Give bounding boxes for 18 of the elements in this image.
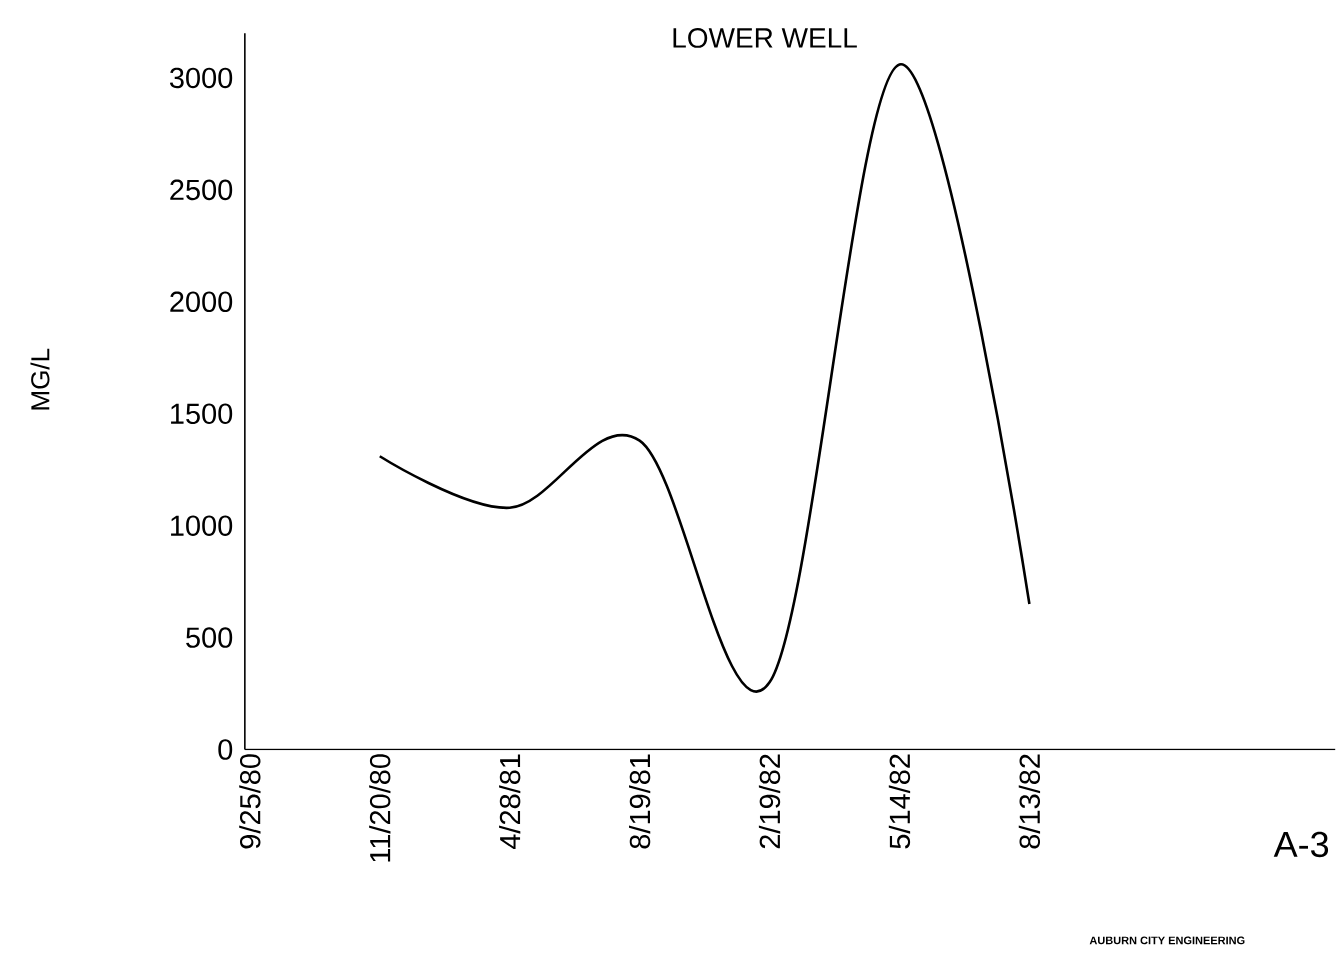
text: A-3 [1273,831,1329,857]
x-tick-label: 8/19/81 [628,754,651,849]
y-tick-label: 1000 [171,515,233,536]
chart-title: LOWER WELL [673,27,857,48]
x-tick-label: 11/20/80 [369,754,391,862]
x-tick-label: 4/28/81 [499,754,521,849]
x-tick-label: 9/25/80 [239,754,261,849]
x-tick-label: 8/13/82 [1018,754,1041,849]
y-tick-label: 1500 [171,403,233,424]
y-tick-label: 2000 [170,291,233,312]
y-tick-label: 500 [186,627,233,648]
y-tick-label: 2500 [170,179,233,200]
y-tick-label: 3000 [169,67,233,89]
x-tick-label: 5/14/82 [888,754,911,849]
y-axis-title: MG/L [30,348,50,410]
y-tick-label: 0 [218,739,233,760]
x-tick-label: 2/19/82 [758,754,781,849]
text: AUBURN CITY ENGINEERING [1089,936,1245,945]
